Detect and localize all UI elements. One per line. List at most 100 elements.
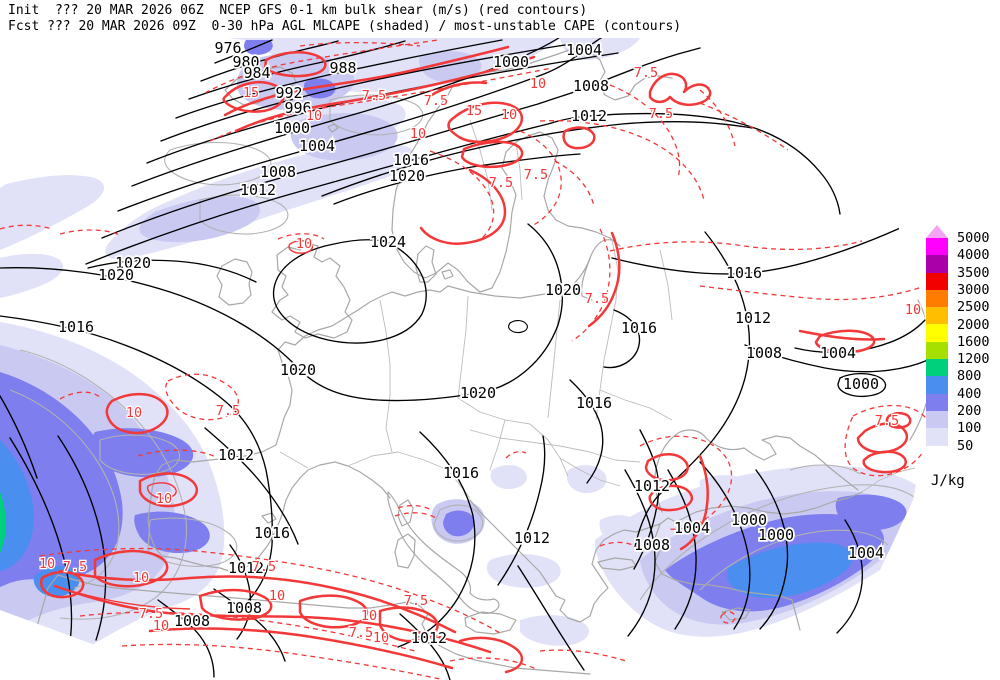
west-europe-coast xyxy=(147,285,449,573)
isobar-label: 1008 xyxy=(573,77,609,95)
shear-label: 7.5 xyxy=(404,593,428,609)
isobar-label: 1000 xyxy=(274,119,310,137)
isobar-label: 1020 xyxy=(98,266,134,284)
colorbar-cell xyxy=(926,376,948,394)
cape-colorbar: J/kg 5000 4000 3500 3000 2500 2000 1600 1200 800… xyxy=(926,225,1000,489)
shear-label: 10 xyxy=(296,236,312,252)
isobar-label: 1020 xyxy=(460,384,496,402)
north-africa-coast xyxy=(57,574,591,675)
isobar-label: 1020 xyxy=(115,254,151,272)
ireland-coast xyxy=(216,258,253,306)
isobar-label: 1012 xyxy=(514,529,550,547)
isobar-label: 1012 xyxy=(228,559,264,577)
country-borders xyxy=(279,119,916,499)
colorbar-level-label: 100 xyxy=(957,420,982,437)
isobar-label: 984 xyxy=(243,64,270,82)
colorbar-cell xyxy=(926,238,948,256)
shear-label: 10 xyxy=(373,630,389,646)
colorbar-cell xyxy=(926,289,948,308)
colorbar-level-label: 5000 xyxy=(957,230,990,246)
shear-label: 7.5 xyxy=(139,606,163,622)
corsica-coast xyxy=(397,499,414,527)
isobar-label: 988 xyxy=(329,59,356,77)
shear-label: 10 xyxy=(133,570,149,586)
colorbar-cell xyxy=(926,428,948,446)
colorbar-cell xyxy=(926,307,948,325)
isobar-label: 1000 xyxy=(758,526,794,544)
isobar-label: 1012 xyxy=(218,446,254,464)
chart-title: Init ??? 20 MAR 2026 06Z NCEP GFS 0-1 km… xyxy=(8,3,681,35)
shear-label: 7.5 xyxy=(649,106,673,122)
isobar-label: 1016 xyxy=(254,524,290,542)
italy-coast xyxy=(387,491,500,614)
shear-label: 7.5 xyxy=(424,93,448,109)
colorbar-cell xyxy=(926,359,948,377)
isobar-label: 1000 xyxy=(493,53,529,71)
shear-label: 7.5 xyxy=(216,403,240,419)
isobar-label: 1012 xyxy=(240,181,276,199)
isobar-label: 1016 xyxy=(58,318,94,336)
isobar-label: 1012 xyxy=(571,107,607,125)
isobar-label: 1008 xyxy=(226,599,262,617)
colorbar-level-label: 2500 xyxy=(957,299,990,316)
shear-contour-layer xyxy=(0,39,931,680)
isobar-label: 1012 xyxy=(735,309,771,327)
isobar-label: 996 xyxy=(284,99,311,117)
isobar-label: 1012 xyxy=(411,629,447,647)
isobar-label: 1004 xyxy=(299,137,335,155)
isobar-label: 1008 xyxy=(746,344,782,362)
sicily-coast xyxy=(464,611,517,635)
colorbar-cell xyxy=(926,255,948,273)
shear-label: 7.5 xyxy=(634,65,658,81)
shear-label: 10 xyxy=(269,588,285,604)
colorbar-unit: J/kg xyxy=(931,473,965,489)
turkey-south-coast xyxy=(674,579,801,631)
isobar-label: 1008 xyxy=(174,612,210,630)
coastline-layer xyxy=(35,47,933,675)
shear-label: 10 xyxy=(905,302,921,318)
cape-shading-layer xyxy=(0,38,933,680)
isobar-label: 1000 xyxy=(731,511,767,529)
scandinavia-coast xyxy=(391,81,621,293)
shear-label: 10 xyxy=(153,618,169,634)
shear-label: 10 xyxy=(156,491,172,507)
isobar-label: 1016 xyxy=(621,319,657,337)
isobar-label: 992 xyxy=(275,84,302,102)
isobar-label: 1004 xyxy=(820,344,856,362)
shear-label: 10 xyxy=(410,126,426,142)
isobar-label: 1016 xyxy=(726,264,762,282)
isobar-label: 1016 xyxy=(576,394,612,412)
cape-colorbar-cells xyxy=(926,238,1000,446)
isobar-label: 1020 xyxy=(280,361,316,379)
shear-label: 7.5 xyxy=(362,88,386,104)
init-line: Init ??? 20 MAR 2026 06Z NCEP GFS 0-1 km… xyxy=(8,3,588,18)
shear-label: 15 xyxy=(466,103,482,119)
colorbar-level-label: 4000 xyxy=(957,247,990,264)
isobar-label: 1024 xyxy=(370,233,406,251)
colorbar-level-label: 1600 xyxy=(957,333,990,350)
isobar-label: 1004 xyxy=(566,41,602,59)
shear-label: 7.5 xyxy=(585,291,609,307)
colorbar-level-label: 50 xyxy=(957,437,974,454)
shear-label: 10 xyxy=(126,405,142,421)
black-sea-coast xyxy=(654,429,859,513)
fcst-line: Fcst ??? 20 MAR 2026 09Z 0-30 hPa AGL ML… xyxy=(8,19,682,34)
colorbar-level-label: 400 xyxy=(957,385,982,402)
isobar-label: 980 xyxy=(232,53,259,71)
isobar-label: 1004 xyxy=(674,519,710,537)
shear-label: 7.5 xyxy=(349,625,373,641)
isobar-label: 1020 xyxy=(545,281,581,299)
isobar-label: 1020 xyxy=(389,167,425,185)
cape-contour-layer xyxy=(9,94,929,620)
colorbar-level-label: 1200 xyxy=(957,351,990,368)
colorbar-overflow-triangle xyxy=(926,225,948,238)
colorbar-cell xyxy=(926,410,948,429)
britain-coast xyxy=(271,242,353,339)
isobar-label: 976 xyxy=(214,39,241,57)
colorbar-cell xyxy=(926,393,948,411)
isobar-label: 1004 xyxy=(848,544,884,562)
